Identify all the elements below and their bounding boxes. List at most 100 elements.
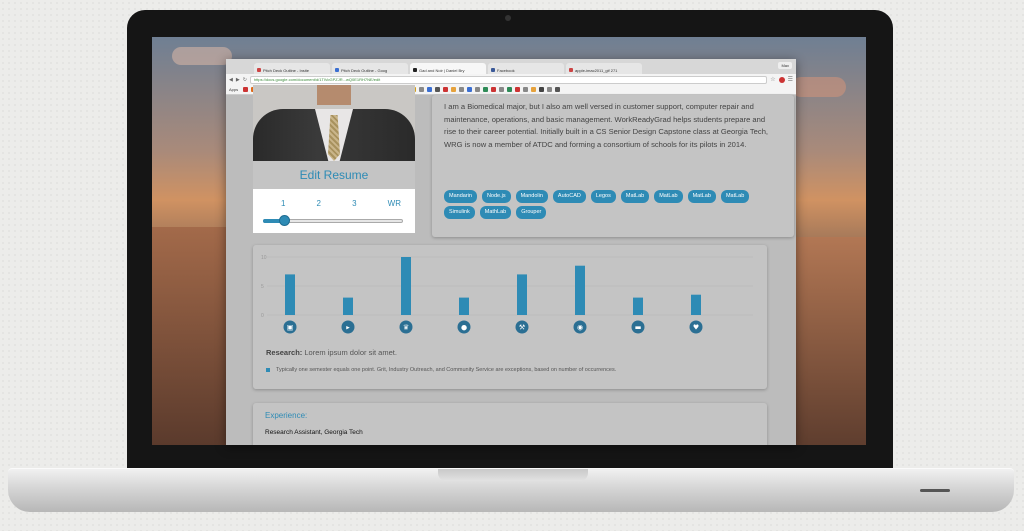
progress-slider-box: 1 2 3 WR	[253, 189, 415, 233]
tab-label: Gad and Noir | Daniel Bry	[419, 67, 465, 73]
bookmark-icon[interactable]	[451, 87, 457, 92]
tab-apple-imac[interactable]: apple-imac2011_gif 271	[566, 63, 642, 74]
bookmark-icon[interactable]	[427, 87, 433, 92]
skill-tag[interactable]: Simulink	[444, 206, 475, 219]
tab-bar: Pitch Deck Outline - Insite Pitch Deck O…	[226, 59, 796, 74]
lock-icon-glyph: ▣	[287, 324, 294, 332]
bookmark-icon[interactable]	[419, 87, 425, 92]
bio-card: I am a Biomedical major, but I also am w…	[432, 95, 794, 237]
skill-tag[interactable]: Legos	[590, 190, 616, 203]
slider-step-3[interactable]: 3	[352, 199, 357, 208]
bookmark-icon[interactable]	[467, 87, 473, 92]
slider-steps: 1 2 3 WR	[253, 189, 415, 208]
wallpaper-cloud	[791, 77, 846, 97]
edit-resume-button[interactable]: Edit Resume	[253, 161, 415, 189]
globe-icon	[573, 320, 587, 334]
tab-label: apple-imac2011_gif 271	[575, 67, 618, 73]
slider-step-1[interactable]: 1	[281, 199, 286, 208]
webcam	[505, 15, 511, 21]
bookmark-icon[interactable]	[475, 87, 481, 92]
lock-icon	[283, 320, 297, 334]
bookmark-star-icon[interactable]: ☆	[770, 77, 776, 83]
experience-role: Research Assistant, Georgia Tech	[265, 429, 363, 436]
photo-tie	[328, 115, 340, 161]
bookmark-icon[interactable]	[491, 87, 497, 92]
chart-y-tick-label: 10	[261, 255, 267, 261]
back-icon[interactable]: ◀	[229, 76, 233, 83]
crown-icon	[399, 320, 413, 334]
wallpaper-cloud	[172, 47, 232, 65]
chart-bar-lightbulb	[459, 297, 469, 315]
globe-icon-glyph: ◉	[577, 324, 583, 332]
crown-icon-glyph: ♛	[403, 324, 409, 332]
skill-tag[interactable]: Mandolin	[515, 190, 548, 203]
bookmark-icon[interactable]	[523, 87, 529, 92]
bookmark-icon[interactable]	[243, 87, 249, 92]
research-text: Lorem ipsum dolor sit amet.	[304, 348, 397, 357]
lightbulb-icon	[457, 320, 471, 334]
skill-tag[interactable]: MatLab	[654, 190, 683, 203]
tab-pitch-deck-1[interactable]: Pitch Deck Outline - Insite	[254, 63, 330, 74]
bookmark-apps[interactable]: Apps	[229, 87, 239, 92]
chart-bar-heart	[691, 294, 701, 315]
slider-handle[interactable]	[279, 215, 290, 226]
tab-favicon-icon	[491, 68, 495, 72]
bookmark-icon[interactable]	[443, 87, 449, 92]
skills-bar-chart: 10 5 0 ▣ ▸ ♛ ● ⚒ ◉ ▬ ♥	[261, 255, 753, 334]
bookmark-icon[interactable]	[515, 87, 521, 92]
skill-tag[interactable]: Mandarin	[444, 190, 477, 203]
chart-bar-globe	[575, 265, 585, 315]
url-input[interactable]: https://docs.google.com/document/d/1TlVo…	[249, 75, 768, 84]
tab-pitch-deck-2[interactable]: Pitch Deck Outline - Goog	[332, 63, 408, 74]
chat-icon-glyph: ▬	[635, 324, 642, 332]
tab-gad-and-noir[interactable]: Gad and Noir | Daniel Bry	[410, 63, 486, 74]
bookmark-icon[interactable]	[507, 87, 513, 92]
bookmark-icon[interactable]	[483, 87, 489, 92]
tab-favicon-icon	[569, 68, 573, 72]
photo-neck	[317, 85, 351, 105]
bio-text: I am a Biomedical major, but I also am w…	[444, 102, 769, 149]
skill-tag[interactable]: MathLab	[479, 206, 512, 219]
laptop-base	[8, 468, 1014, 512]
profile-photo	[253, 85, 415, 161]
lightbulb-icon-glyph: ●	[461, 324, 467, 332]
megaphone-icon	[341, 320, 355, 334]
tab-facebook[interactable]: Facebook	[488, 63, 564, 74]
bookmark-icon[interactable]	[499, 87, 505, 92]
chart-bar-lock	[285, 274, 295, 315]
research-line: Research: Lorem ipsum dolor sit amet.	[266, 348, 397, 357]
chart-note-text: Typically one semester equals one point.…	[276, 367, 617, 373]
slider-step-2[interactable]: 2	[316, 199, 321, 208]
menu-icon[interactable]: ☰	[787, 77, 793, 83]
skills-chart-card: 10 5 0 ▣ ▸ ♛ ● ⚒ ◉ ▬ ♥ Research: Lorem ipsum dolor…	[253, 245, 767, 389]
skill-tag[interactable]: MatLab	[687, 190, 716, 203]
slider-step-wr[interactable]: WR	[387, 199, 401, 208]
window-profile-button[interactable]: Max	[778, 62, 792, 69]
heart-icon	[689, 320, 703, 334]
megaphone-icon-glyph: ▸	[346, 324, 350, 332]
skill-tag[interactable]: Grouper	[516, 206, 547, 219]
chart-bar-chat	[633, 297, 643, 315]
chart-y-tick-label: 0	[261, 313, 264, 319]
extension-icon[interactable]	[778, 76, 785, 83]
bookmark-icon[interactable]	[459, 87, 465, 92]
bookmark-icon[interactable]	[555, 87, 561, 92]
wallpaper-canyon-left	[152, 227, 232, 445]
bookmark-icon[interactable]	[435, 87, 441, 92]
bookmark-icon[interactable]	[539, 87, 545, 92]
experience-card: Experience: Research Assistant, Georgia …	[253, 403, 767, 445]
browser-window: Pitch Deck Outline - Insite Pitch Deck O…	[226, 59, 796, 445]
laptop-indicator	[920, 489, 950, 492]
forward-icon[interactable]: ▶	[235, 76, 240, 83]
slider-fill	[263, 219, 284, 223]
reload-icon[interactable]: ↻	[242, 76, 247, 83]
skill-tag[interactable]: MatLab	[720, 190, 750, 203]
skill-tag[interactable]: Node.js	[481, 190, 511, 203]
bookmark-icon[interactable]	[547, 87, 553, 92]
chart-bar-wrench	[517, 274, 527, 315]
chat-icon	[631, 320, 645, 334]
chart-bar-megaphone	[343, 297, 353, 315]
skill-tag[interactable]: MatLab	[620, 190, 650, 203]
bookmark-icon[interactable]	[531, 87, 537, 92]
skill-tag[interactable]: AutoCAD	[552, 190, 586, 203]
